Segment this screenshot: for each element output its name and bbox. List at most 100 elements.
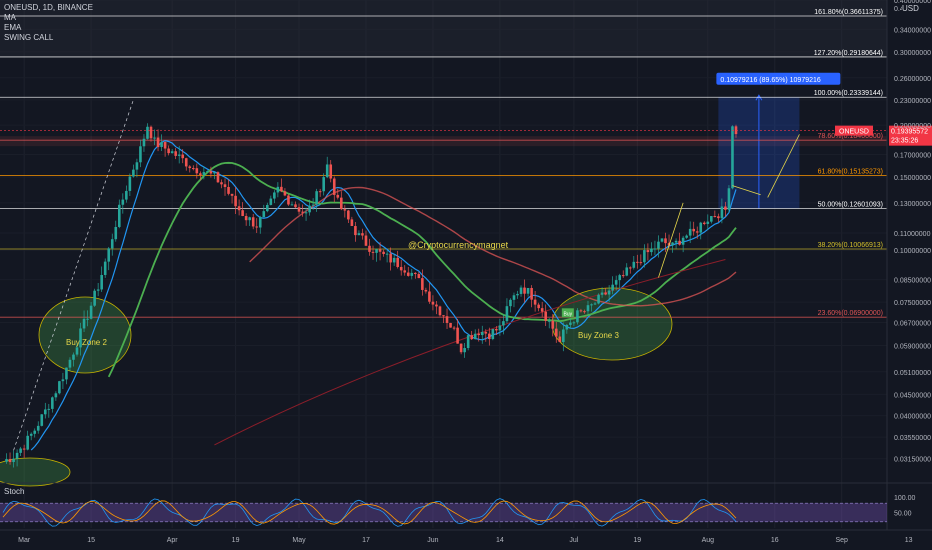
candle-body [29,433,33,436]
candle-body [424,289,428,292]
candle-body [174,151,177,156]
candle-body [382,251,385,255]
candle-body [674,240,678,243]
candle-body [234,195,237,207]
candle-body [505,306,509,322]
candle-body [657,241,660,249]
candle-body [495,328,498,331]
candle-body [216,172,220,183]
candle-body [220,182,223,185]
legend-ema[interactable]: EMA [4,23,22,32]
candle-body [202,172,206,175]
legend-swing-call[interactable]: SWING CALL [4,33,54,42]
candle-body [22,448,26,450]
candle-body [336,194,340,198]
candle-body [167,148,170,154]
candle-body [58,381,61,394]
candle-body [255,226,259,228]
candle-body [403,270,407,273]
candle-body [332,178,336,195]
price-tick-label: 0.34000000 [894,27,931,34]
trend-arrow [658,202,684,278]
candle-body [371,251,375,253]
price-tick-label: 0.30000000 [894,50,931,57]
trend-arrow [767,134,800,198]
price-tick-label: 0.03150000 [894,457,931,464]
price-tick-label: 0.10000000 [894,248,931,255]
candlesticks [5,123,738,468]
candle-body [65,367,68,380]
candle-body [618,275,621,281]
candle-body [47,408,51,410]
candle-body [678,240,681,245]
candle-body [283,191,287,196]
fib-label: 78.60%(0.18400000) [818,133,883,140]
candle-body [311,204,315,206]
candle-body [653,248,657,250]
price-tick-label: 0.03550000 [894,435,931,442]
candle-body [636,261,639,263]
candle-body [343,209,347,211]
candle-body [702,222,706,224]
candle-body [160,142,163,147]
shaded-zone-786 [0,136,887,147]
fib-label: 127.20%(0.29180644) [814,50,883,57]
candle-body [558,336,562,343]
candle-body [547,320,551,322]
price-tick-label: 0.06700000 [894,321,931,328]
candle-body [713,216,717,218]
currency-label[interactable]: USD [902,4,919,13]
buy-zone-1 [0,457,71,487]
legend-ma[interactable]: MA [4,13,16,22]
candle-body [304,212,308,214]
stoch-legend[interactable]: Stoch [4,487,25,496]
candle-body [100,274,103,290]
candle-body [414,272,417,275]
candle-body [604,292,607,295]
candle-body [410,272,414,276]
candle-body [322,177,325,192]
candle-body [717,216,720,219]
price-tick-label: 0.11000000 [894,231,931,238]
candle-body [132,169,135,177]
candle-body [227,186,230,194]
chart-legend: ONEUSD, 1D, BINANCE MA EMA SWING CALL [4,3,93,43]
candle-body [688,228,692,236]
candle-body [318,191,322,193]
candle-body [586,305,590,312]
candle-body [406,272,410,276]
candle-body [452,327,456,329]
candle-body [301,211,304,213]
candle-body [516,293,519,296]
candle-body [237,206,241,211]
candle-body [248,217,251,221]
candle-body [565,324,569,330]
candle-body [79,328,82,348]
candle-body [89,305,93,319]
candle-body [650,248,653,253]
candle-body [153,137,156,139]
candle-body [110,239,114,249]
candle-body [710,216,713,222]
candle-body [537,304,540,309]
candle-body [290,204,294,206]
candle-body [509,299,512,307]
candle-body [375,249,378,253]
candle-body [266,204,269,212]
fib-label: 38.20%(0.10066913) [818,242,883,249]
candle-body [357,233,361,236]
candle-body [498,325,502,331]
candle-body [639,262,643,264]
candle-body [213,172,216,174]
legend-symbol[interactable]: ONEUSD, 1D, BINANCE [4,3,93,12]
candle-body [512,295,516,300]
price-tag-bg [889,125,932,146]
candle-body [526,287,530,294]
watermark-text: @Cryptocurrencymagnet [408,240,509,250]
candle-body [646,250,650,253]
candle-body [361,233,364,236]
candle-body [473,333,477,340]
candle-body [378,249,382,252]
candle-body [727,188,731,210]
